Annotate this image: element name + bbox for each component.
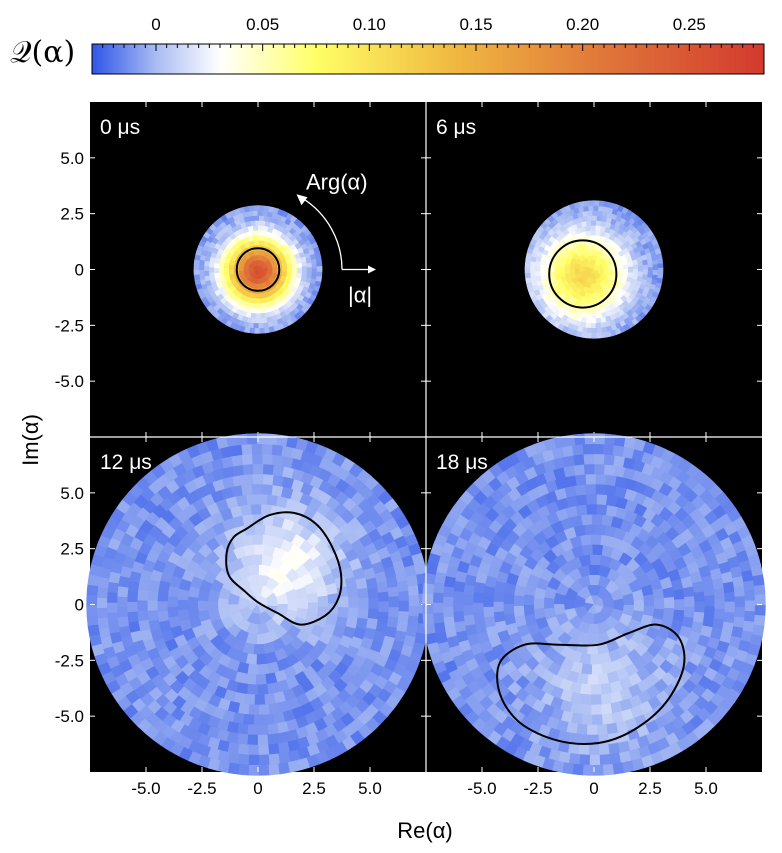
x-tick-label: 0 <box>253 779 262 798</box>
y-tick-labels: 5.0 2.5 0 -2.5 -5.0 5.0 2.5 0 -2.5 -5.0 <box>55 149 84 726</box>
colorbar-tick-label: 0.25 <box>673 15 706 34</box>
colorbar-tick-label: 0.10 <box>353 15 386 34</box>
y-tick-label: -2.5 <box>55 316 84 335</box>
x-tick-label: -5.0 <box>467 779 496 798</box>
colorbar-gradient <box>91 43 765 75</box>
colorbar-tick-label: 0.05 <box>246 15 279 34</box>
contour-line <box>548 239 618 309</box>
y-tick-label: 2.5 <box>60 540 84 559</box>
colorbar-tick-label: 0.20 <box>566 15 599 34</box>
panel-time-label: 18 μs <box>436 451 488 474</box>
arg-label: Arg(α) <box>306 170 368 195</box>
arg-arc-arrow <box>302 197 343 270</box>
q-function-heatmap <box>193 205 323 334</box>
colorbar: 𝒬(α) 0 0.05 0.10 0.15 0.20 0.25 <box>10 15 765 75</box>
contour-line <box>496 623 686 745</box>
panel-0: 0 μs <box>90 102 426 437</box>
x-tick-label: 5.0 <box>358 779 382 798</box>
x-tick-label: 5.0 <box>694 779 718 798</box>
y-tick-label: 0 <box>75 261 84 280</box>
colorbar-title: 𝒬(α) <box>10 35 75 70</box>
y-tick-label: 0 <box>75 596 84 615</box>
abs-arrowhead <box>368 265 376 274</box>
panel-ticks <box>426 437 762 772</box>
colorbar-tick-label: 0 <box>151 15 160 34</box>
contour-line <box>235 247 281 292</box>
colorbar-ticks: 0 0.05 0.10 0.15 0.20 0.25 <box>102 15 765 51</box>
x-axis-title: Re(α) <box>397 818 453 843</box>
panel-1: 6 μs <box>426 102 762 437</box>
panel-3: 18 μs <box>422 433 766 776</box>
q-function-heatmap <box>86 433 430 776</box>
q-function-heatmap <box>422 433 766 776</box>
panel-2: 12 μs <box>86 433 430 776</box>
x-tick-labels: -5.0 -2.5 0 2.5 5.0 -5.0 -2.5 0 2.5 5.0 <box>131 779 717 798</box>
panel-time-label: 6 μs <box>436 116 476 139</box>
contour-line <box>225 511 343 626</box>
colorbar-tick-label: 0.15 <box>459 15 492 34</box>
x-tick-label: -5.0 <box>131 779 160 798</box>
y-tick-label: 5.0 <box>60 149 84 168</box>
y-tick-label: -2.5 <box>55 651 84 670</box>
q-function-heatmap <box>524 200 664 339</box>
polar-annotation: Arg(α) |α| <box>296 170 376 308</box>
y-tick-label: -5.0 <box>55 707 84 726</box>
x-tick-label: 2.5 <box>302 779 326 798</box>
y-axis-title: Im(α) <box>18 414 43 466</box>
abs-label: |α| <box>348 283 372 308</box>
x-tick-label: 0 <box>589 779 598 798</box>
y-tick-label: -5.0 <box>55 372 84 391</box>
y-tick-label: 5.0 <box>60 484 84 503</box>
x-tick-label: -2.5 <box>523 779 552 798</box>
panel-time-label: 12 μs <box>100 451 152 474</box>
panel-ticks <box>90 102 426 437</box>
panel-ticks <box>426 102 762 437</box>
x-tick-label: -2.5 <box>187 779 216 798</box>
y-tick-label: 2.5 <box>60 205 84 224</box>
x-tick-label: 2.5 <box>638 779 662 798</box>
panel-grid: 0 μs 6 μs 12 μs 18 μs <box>86 102 766 776</box>
panel-ticks <box>90 437 426 772</box>
arg-arrowhead <box>296 194 308 206</box>
panel-time-label: 0 μs <box>100 116 140 139</box>
